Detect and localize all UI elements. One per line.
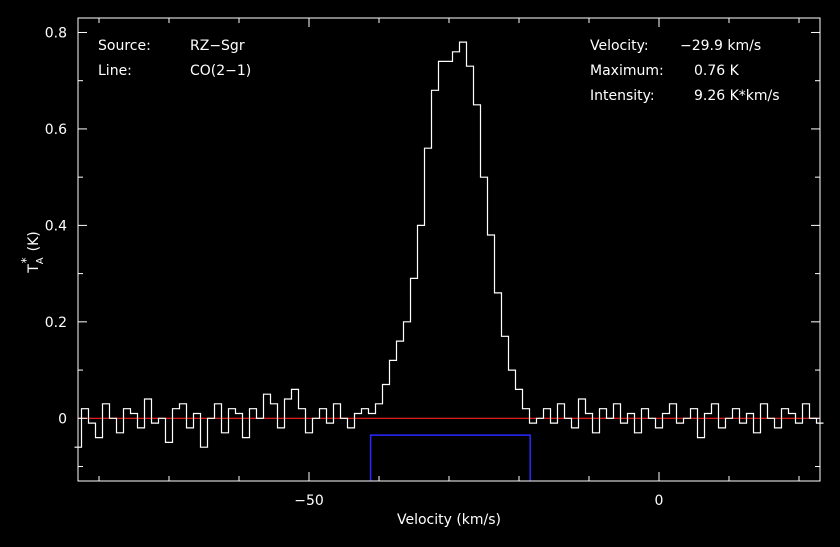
- y-axis-label: TA* (K): [19, 231, 46, 274]
- y-axis-label-unit: (K): [26, 231, 42, 251]
- maximum-label: Maximum:: [590, 63, 664, 79]
- x-tick-label: −50: [294, 493, 324, 509]
- y-tick-label: 0.8: [45, 25, 67, 41]
- source-label: Source:: [98, 38, 151, 54]
- y-tick-label: 0: [58, 411, 67, 427]
- intensity-label: Intensity:: [590, 88, 655, 104]
- x-tick-label: 0: [655, 493, 664, 509]
- y-tick-label: 0.2: [45, 315, 67, 331]
- intensity-value: 9.26 K*km/s: [694, 88, 780, 104]
- integration-window: [369, 434, 531, 481]
- y-axis-label-sup: *: [19, 257, 33, 263]
- velocity-value: −29.9 km/s: [680, 38, 761, 54]
- y-tick-label: 0.6: [45, 122, 67, 138]
- svg-text:TA*(K): TA* (K): [19, 231, 46, 274]
- line-label: Line:: [98, 63, 132, 79]
- y-axis-label-sub: A: [35, 257, 46, 264]
- source-value: RZ−Sgr: [190, 38, 245, 54]
- maximum-value: 0.76 K: [694, 63, 740, 79]
- y-tick-label: 0.4: [45, 218, 67, 234]
- spectrum-series-0: [74, 41, 824, 448]
- velocity-label: Velocity:: [590, 38, 649, 54]
- y-axis-label-main: T: [26, 264, 42, 274]
- x-axis-label: Velocity (km/s): [397, 512, 501, 528]
- line-value: CO(2−1): [190, 63, 251, 79]
